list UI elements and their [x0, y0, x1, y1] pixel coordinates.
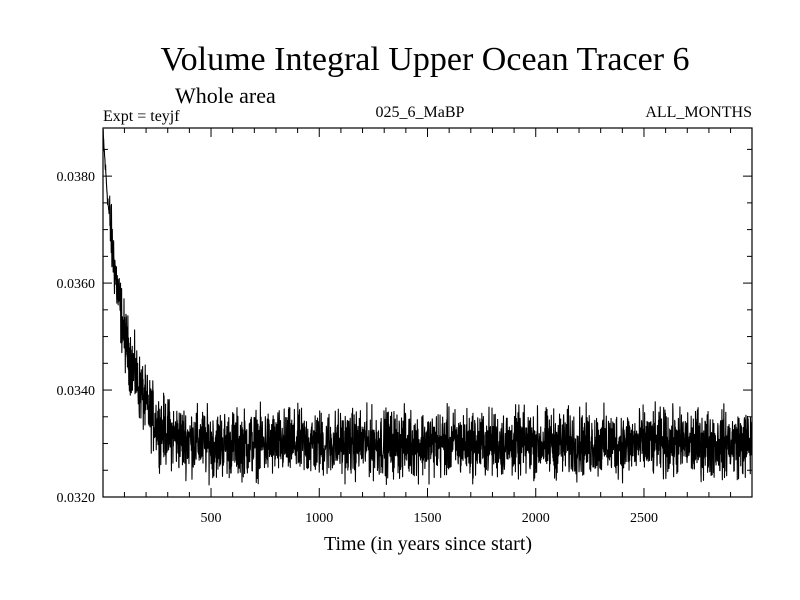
y-tick-label: 0.0360: [57, 277, 96, 292]
experiment-label: Expt = teyjf: [103, 108, 180, 125]
months-label: ALL_MONTHS: [645, 104, 752, 121]
x-tick-label: 1000: [305, 511, 333, 526]
x-tick-label: 500: [201, 511, 222, 526]
x-axis: 500 1000 1500 2000 2500: [123, 128, 732, 526]
y-tick-label: 0.0340: [57, 384, 96, 399]
y-tick-label: 0.0320: [57, 491, 96, 506]
x-tick-label: 2000: [522, 511, 550, 526]
plot-frame: [102, 127, 753, 498]
run-label: 025_6_MaBP: [376, 104, 465, 121]
series-layer: [102, 129, 753, 486]
chart-title: Volume Integral Upper Ocean Tracer 6: [160, 41, 689, 78]
y-tick-label: 0.0380: [57, 170, 96, 185]
x-tick-label: 1500: [414, 511, 442, 526]
series-line: [102, 129, 753, 486]
x-axis-label: Time (in years since start): [324, 533, 532, 555]
chart-subtitle: Whole area: [175, 83, 276, 108]
x-tick-label: 2500: [630, 511, 658, 526]
y-axis: 0.0320 0.0340 0.0360 0.0380: [57, 148, 752, 506]
